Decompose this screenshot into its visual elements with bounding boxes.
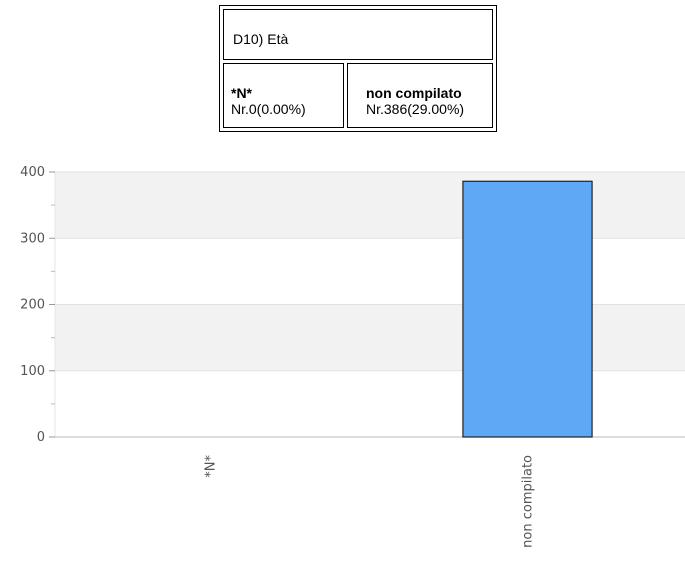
summary-cell-label: non compilato xyxy=(366,85,462,101)
x-tick-label: *N* xyxy=(204,455,219,478)
x-tick-label: non compilato xyxy=(521,455,536,548)
y-tick-label: 200 xyxy=(20,298,45,313)
summary-table: D10) Età *N* Nr.0(0.00%) non compilato N… xyxy=(219,5,497,132)
y-tick-label: 300 xyxy=(20,231,45,246)
summary-cell-non-compilato: non compilato Nr.386(29.00%) xyxy=(347,63,493,128)
summary-cell-n: *N* Nr.0(0.00%) xyxy=(223,63,344,128)
bar xyxy=(462,180,593,438)
summary-cell-value: Nr.0(0.00%) xyxy=(231,101,306,117)
summary-title: D10) Età xyxy=(223,9,493,60)
summary-cell-label: *N* xyxy=(231,85,253,101)
y-tick-label: 400 xyxy=(20,165,45,180)
y-tick-label: 0 xyxy=(37,430,45,445)
y-tick-label: 100 xyxy=(20,364,45,379)
summary-cell-value: Nr.386(29.00%) xyxy=(366,101,465,117)
